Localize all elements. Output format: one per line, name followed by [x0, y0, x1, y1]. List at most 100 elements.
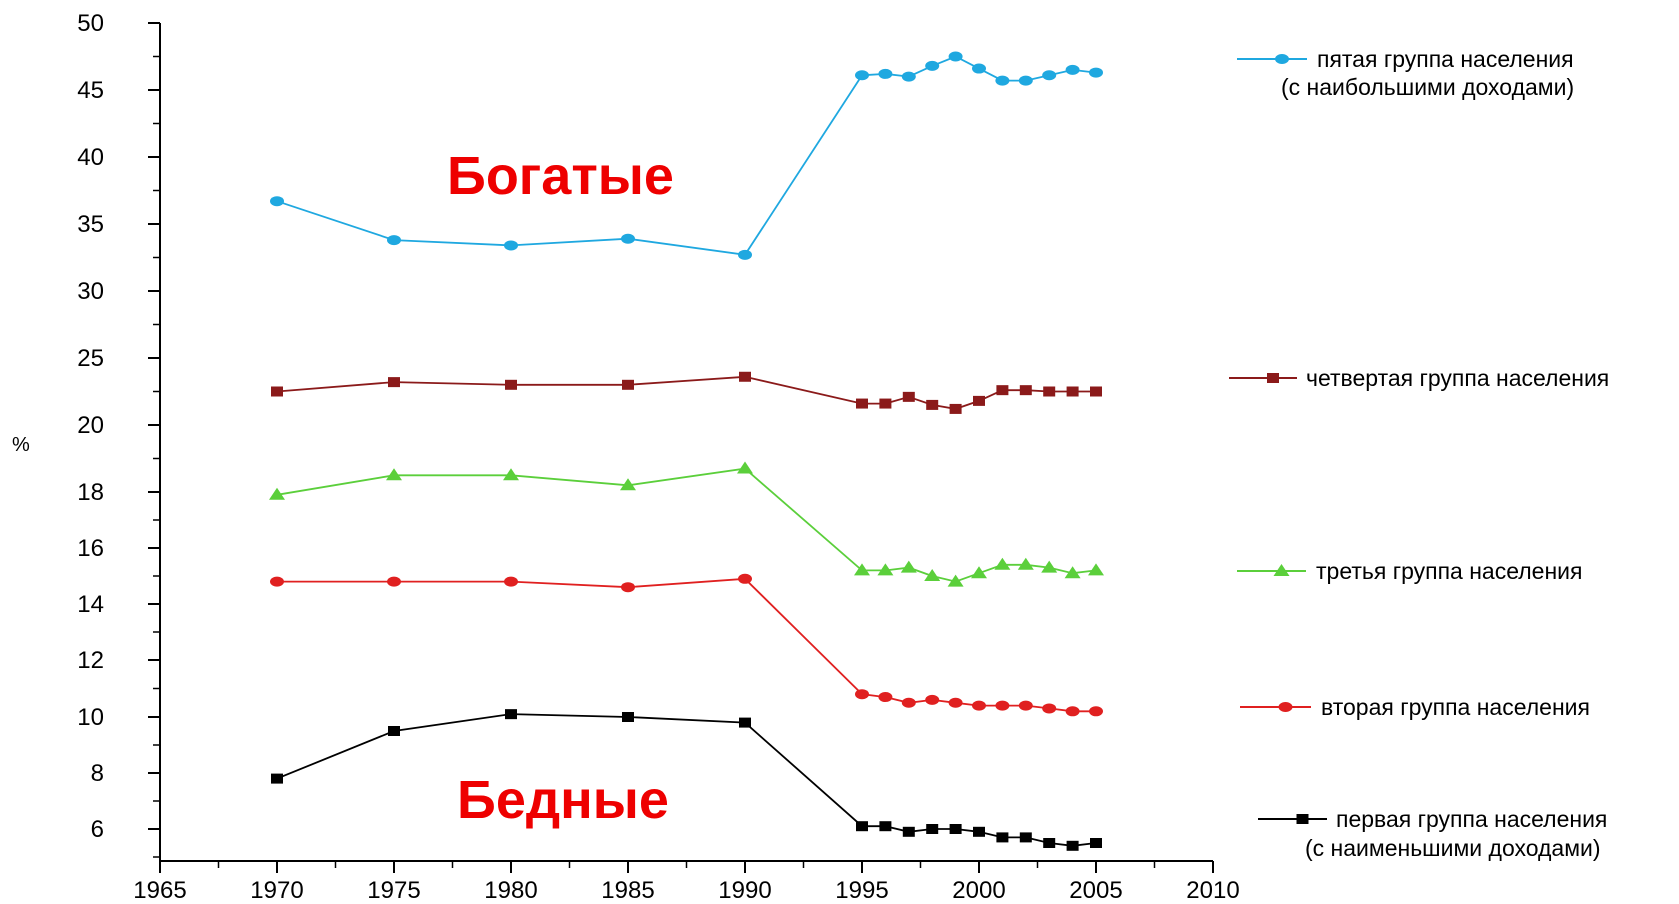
- data-point-first: [1043, 838, 1056, 848]
- legend-label-first: (с наименьшими доходами): [1305, 835, 1601, 861]
- legend-label-third: третья группа населения: [1316, 558, 1582, 584]
- y-tick-label: 20: [77, 412, 104, 439]
- data-point-second: [878, 692, 893, 703]
- data-point-fifth: [1089, 67, 1103, 78]
- data-point-first: [902, 826, 915, 837]
- legend-marker-first: [1296, 814, 1309, 824]
- y-tick-label: 25: [77, 345, 104, 372]
- y-tick-label: 40: [77, 144, 104, 171]
- y-tick-label: 18: [77, 479, 104, 506]
- data-point-third: [994, 557, 1011, 570]
- data-point-fourth: [1019, 385, 1032, 396]
- data-point-second: [1018, 700, 1033, 711]
- data-point-third: [971, 566, 987, 579]
- data-point-fifth: [1065, 64, 1080, 75]
- legend-label-fourth: четвертая группа населения: [1306, 365, 1609, 391]
- y-tick-label: 14: [77, 591, 104, 618]
- y-tick-label: 45: [77, 77, 104, 104]
- data-point-first: [739, 717, 751, 728]
- data-point-fifth: [1018, 75, 1033, 86]
- legend-marker-fifth: [1275, 54, 1289, 64]
- data-point-second: [387, 576, 401, 587]
- series-line-third: [276, 467, 1097, 583]
- data-point-first: [1019, 832, 1032, 843]
- y-tick-label: 8: [91, 760, 104, 787]
- data-point-second: [1065, 706, 1080, 717]
- series-lines: [276, 55, 1097, 847]
- x-tick-label: 2005: [1069, 877, 1122, 904]
- series-line-second: [277, 577, 1096, 713]
- x-tick-label: 2000: [952, 877, 1005, 904]
- data-point-third: [900, 560, 917, 573]
- series-markers: [269, 51, 1104, 851]
- data-point-fourth: [739, 371, 751, 382]
- y-tick-label: 35: [77, 211, 104, 238]
- y-tick-label: 12: [77, 647, 104, 674]
- y-tick-label: 16: [77, 535, 104, 562]
- data-point-second: [948, 697, 963, 708]
- annotation-poor: Бедные: [457, 770, 669, 830]
- x-tick-label: 1985: [601, 877, 654, 904]
- data-point-fourth: [1043, 386, 1056, 397]
- data-point-fifth: [270, 196, 284, 207]
- y-tick-label: 50: [77, 10, 104, 37]
- x-tick-label: 1965: [133, 877, 186, 904]
- x-tick-label: 1970: [250, 877, 303, 904]
- data-point-second: [504, 576, 518, 587]
- data-point-fifth: [738, 249, 752, 260]
- data-point-first: [505, 709, 517, 720]
- legend-marker-second: [1278, 702, 1293, 712]
- data-point-first: [856, 821, 868, 832]
- data-point-first: [949, 824, 962, 834]
- data-point-fourth: [622, 379, 634, 390]
- data-point-third: [1064, 566, 1081, 579]
- data-point-fourth: [902, 391, 915, 402]
- data-point-first: [926, 824, 939, 834]
- data-point-third: [386, 468, 402, 481]
- legend: пятая группа населения(с наибольшими дох…: [1229, 46, 1609, 861]
- data-point-second: [621, 582, 635, 593]
- data-point-third: [1041, 560, 1058, 573]
- x-tick-label: 1995: [835, 877, 888, 904]
- data-point-fifth: [878, 68, 893, 79]
- data-point-fifth: [972, 63, 986, 74]
- data-point-fourth: [879, 398, 892, 409]
- x-tick-label: 1990: [718, 877, 771, 904]
- legend-marker-fourth: [1267, 373, 1279, 383]
- data-point-fourth: [949, 403, 962, 414]
- data-point-third: [947, 574, 964, 587]
- data-point-fourth: [505, 379, 517, 390]
- data-point-fifth: [855, 70, 869, 81]
- x-tick-label: 1980: [484, 877, 537, 904]
- data-point-second: [855, 689, 869, 700]
- data-point-fifth: [1042, 70, 1057, 81]
- legend-label-first: первая группа населения: [1336, 806, 1607, 832]
- data-point-fourth: [1066, 386, 1079, 397]
- data-point-second: [270, 576, 284, 587]
- annotation-rich: Богатые: [447, 146, 674, 206]
- data-point-fifth: [925, 60, 940, 71]
- data-point-first: [973, 826, 985, 837]
- data-point-third: [877, 563, 894, 576]
- data-point-fourth: [1090, 386, 1102, 397]
- data-point-first: [271, 773, 283, 784]
- data-point-fifth: [995, 75, 1010, 86]
- legend-label-fifth: пятая группа населения: [1317, 46, 1574, 72]
- data-point-fourth: [388, 377, 400, 388]
- data-point-fifth: [387, 235, 401, 246]
- data-point-third: [854, 563, 870, 576]
- y-tick-label: 6: [91, 816, 104, 843]
- y-axis-label: %: [12, 434, 30, 456]
- data-point-fourth: [271, 386, 283, 397]
- data-point-third: [737, 461, 753, 474]
- data-point-second: [995, 700, 1010, 711]
- data-point-fifth: [901, 71, 916, 82]
- data-point-fifth: [621, 233, 635, 244]
- data-point-third: [1088, 563, 1104, 576]
- axes: 6 8 10 12 14 16 18 20 25 30 35 40 45 50 1965 1970 1975 19…: [77, 10, 1239, 904]
- data-point-first: [996, 832, 1009, 843]
- data-point-second: [901, 697, 916, 708]
- data-point-second: [972, 700, 986, 711]
- series-line-first: [276, 713, 1097, 847]
- data-point-first: [879, 821, 892, 832]
